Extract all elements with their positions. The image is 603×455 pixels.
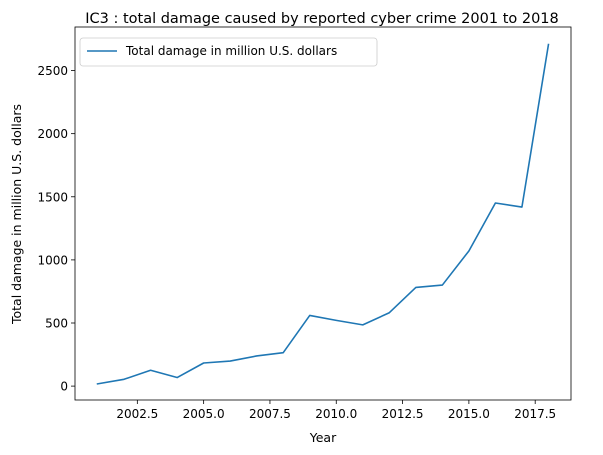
x-tick-label: 2015.0 (448, 407, 490, 421)
y-tick-label: 2500 (37, 64, 68, 78)
x-tick-label: 2017.5 (514, 407, 556, 421)
legend-label: Total damage in million U.S. dollars (125, 44, 337, 58)
x-tick-label: 2007.5 (249, 407, 291, 421)
y-tick-label: 500 (45, 317, 68, 331)
plot-frame (74, 26, 572, 401)
y-tick-label: 0 (60, 380, 68, 394)
legend: Total damage in million U.S. dollars (79, 37, 378, 67)
x-tick-label: 2010.0 (315, 407, 357, 421)
y-tick-label: 1500 (37, 190, 68, 204)
x-tick-label: 2012.5 (382, 407, 424, 421)
x-axis-label: Year (309, 430, 337, 445)
chart-title: IC3 : total damage caused by reported cy… (85, 11, 559, 27)
y-axis-label: Total damage in million U.S. dollars (9, 104, 24, 325)
series-line-0 (96, 43, 550, 385)
x-tick-label: 2002.5 (116, 407, 158, 421)
x-tick-label: 2005.0 (183, 407, 225, 421)
y-tick-label: 1000 (37, 253, 68, 267)
y-tick-label: 2000 (37, 127, 68, 141)
legend-box (79, 37, 378, 67)
